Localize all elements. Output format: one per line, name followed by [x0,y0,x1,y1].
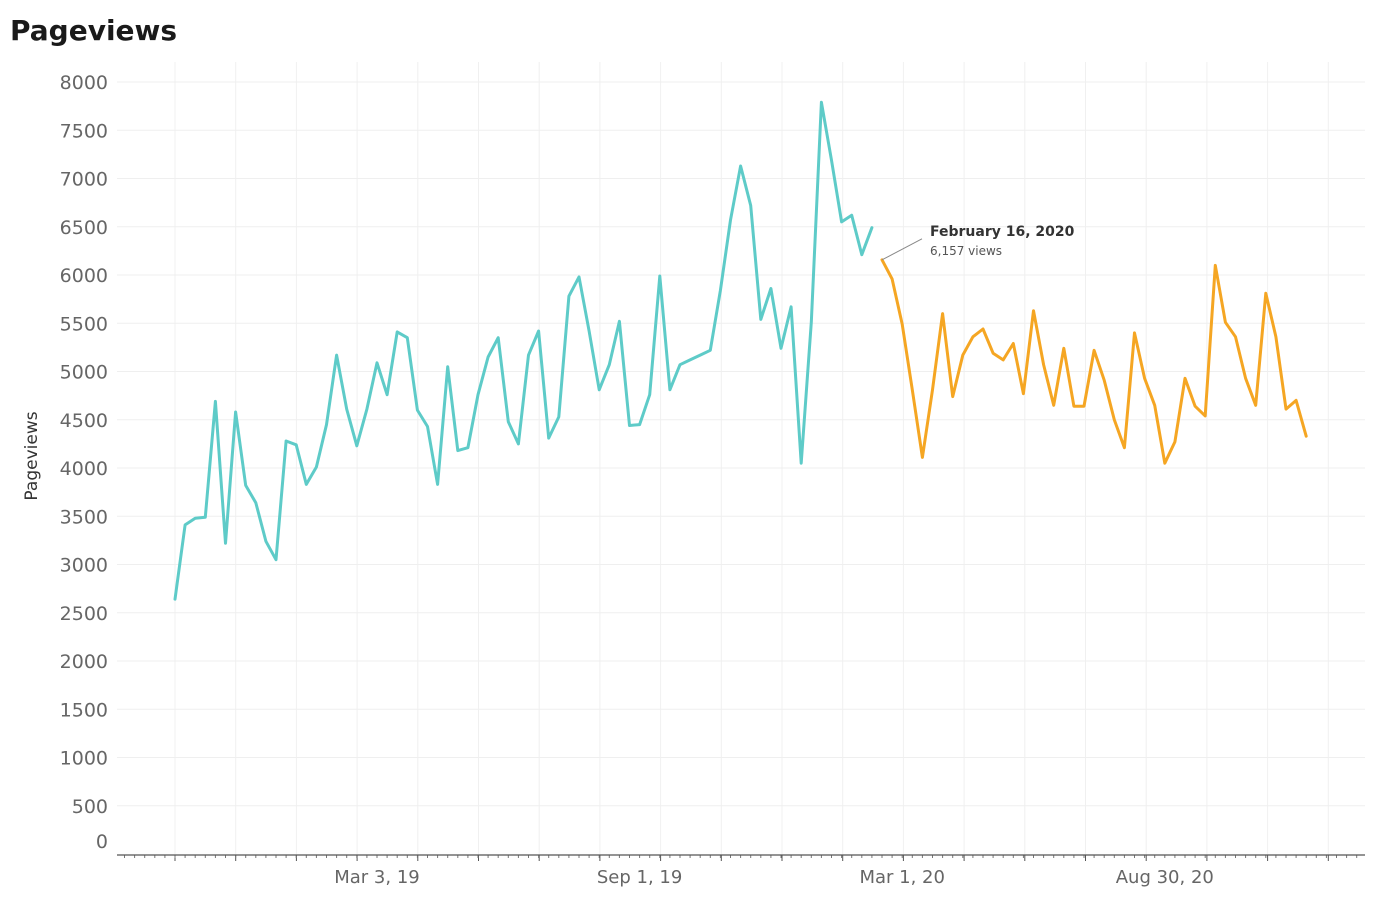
y-tick-label: 3500 [60,506,108,528]
y-tick-label: 5000 [60,362,108,384]
y-tick-label: 5500 [60,313,108,335]
y-tick-label: 4500 [60,410,108,432]
y-tick-label: 4000 [60,458,108,480]
series-line-before [173,100,874,601]
y-tick-label: 500 [72,796,108,818]
y-tick-label: 2000 [60,651,108,673]
y-tick-label: 8000 [60,72,108,94]
y-tick-label: 7000 [60,169,108,191]
annotation-title: February 16, 2020 [930,224,1075,240]
y-tick-label: 0 [96,831,108,853]
chart-title: Pageviews [10,14,178,47]
y-tick-label: 7500 [60,120,108,142]
annotation-subtitle: 6,157 views [930,244,1002,258]
series-line-after [880,258,1308,465]
y-tick-label: 6500 [60,217,108,239]
x-tick-label: Mar 1, 20 [859,867,944,888]
y-tick-label: 6000 [60,265,108,287]
y-tick-label: 3000 [60,555,108,577]
y-tick-label: 1000 [60,748,108,770]
y-axis-title: Pageviews [22,411,42,500]
y-tick-label: 2500 [60,603,108,625]
annotation-leader-line [881,238,923,261]
x-tick-label: Mar 3, 19 [334,867,419,888]
x-tick-label: Aug 30, 20 [1116,867,1214,888]
x-tick-label: Sep 1, 19 [597,867,682,888]
y-tick-label: 1500 [60,699,108,721]
